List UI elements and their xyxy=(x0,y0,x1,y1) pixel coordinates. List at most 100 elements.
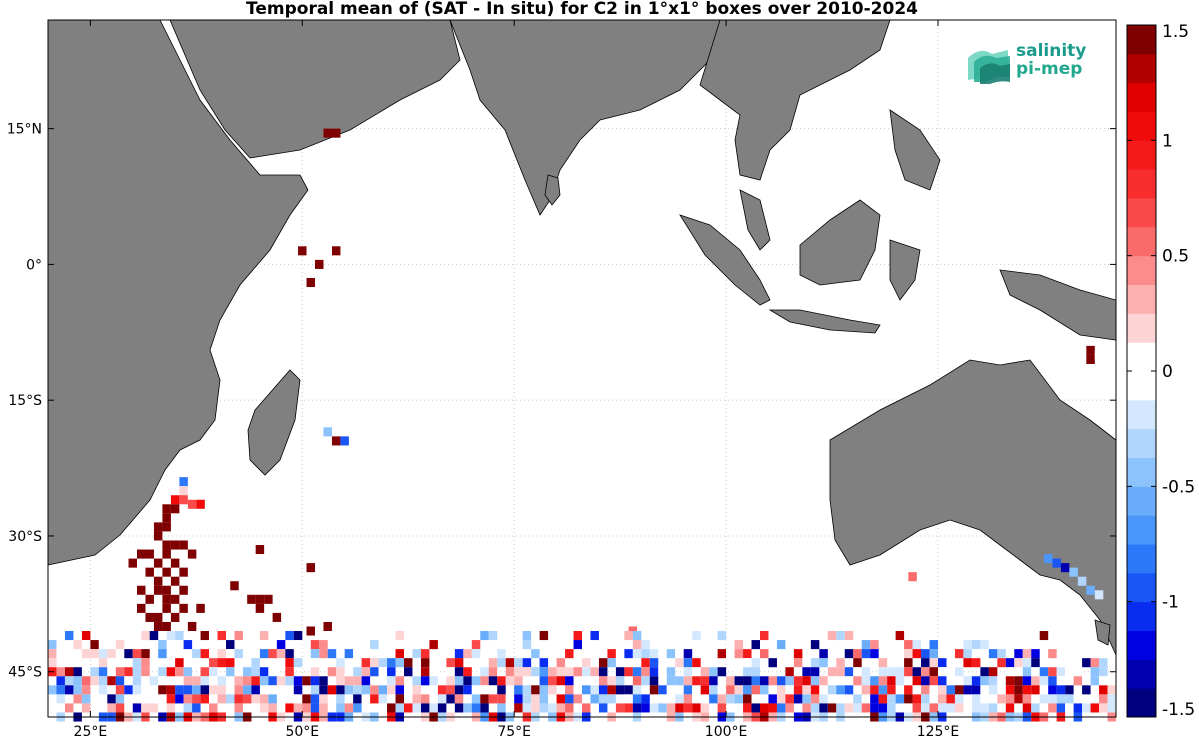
data-cell xyxy=(323,427,332,437)
band-cell xyxy=(514,667,523,677)
band-cell xyxy=(615,685,625,695)
band-cell xyxy=(531,703,540,713)
band-cell xyxy=(200,676,210,686)
band-cell xyxy=(853,694,862,704)
band-cell xyxy=(539,667,549,677)
band-cell xyxy=(743,658,752,668)
band-cell xyxy=(565,685,574,695)
band-cell xyxy=(598,703,608,713)
band-cell xyxy=(785,703,794,713)
band-cell xyxy=(175,658,184,668)
band-cell xyxy=(73,685,82,695)
band-cell xyxy=(734,667,744,677)
band-cell xyxy=(1073,703,1083,713)
band-cell xyxy=(412,703,421,713)
map-frame xyxy=(47,19,1117,718)
data-cell xyxy=(340,436,349,446)
band-cell xyxy=(268,694,277,704)
band-cell xyxy=(505,658,515,668)
band-cell xyxy=(836,658,845,668)
band-cell xyxy=(531,649,540,659)
band-cell xyxy=(658,667,667,677)
band-cell xyxy=(98,658,108,668)
band-cell xyxy=(810,676,820,686)
band-cell xyxy=(675,676,684,686)
band-cell xyxy=(878,703,888,713)
band-cell xyxy=(429,703,438,713)
band-cell xyxy=(870,685,879,695)
band-cell xyxy=(1090,676,1100,686)
y-axis-ticks: 15°N 0° 15°S 30°S 45°S xyxy=(7,122,1116,681)
logo-line2: pi-mep xyxy=(1016,59,1083,79)
band-cell xyxy=(73,640,82,650)
band-cell xyxy=(412,694,421,704)
x-tick-label: 25°E xyxy=(74,724,108,740)
band-cell xyxy=(904,694,913,704)
band-cell xyxy=(709,667,718,677)
band-cell xyxy=(141,667,150,677)
band-cell xyxy=(921,649,930,659)
band-cell xyxy=(726,685,735,695)
band-cell xyxy=(802,694,811,704)
band-cell xyxy=(488,658,498,668)
band-cell xyxy=(776,694,786,704)
band-cell xyxy=(141,676,150,686)
band-cell xyxy=(632,631,642,641)
band-cell xyxy=(81,649,91,659)
band-cell xyxy=(776,685,786,695)
band-cell xyxy=(1005,694,1015,704)
band-cell xyxy=(582,658,591,668)
band-cell xyxy=(700,676,710,686)
band-cell xyxy=(420,667,430,677)
band-cell xyxy=(404,703,413,713)
band-cell xyxy=(259,667,269,677)
colorbar xyxy=(1126,24,1157,718)
band-cell xyxy=(420,694,430,704)
band-cell xyxy=(1039,703,1049,713)
data-cell xyxy=(179,495,188,505)
band-cell xyxy=(378,685,388,695)
band-cell xyxy=(276,640,286,650)
band-cell xyxy=(1031,649,1040,659)
band-cell xyxy=(353,685,362,695)
band-cell xyxy=(810,694,820,704)
data-cell xyxy=(1086,585,1095,595)
band-cell xyxy=(717,694,727,704)
band-cell xyxy=(598,694,608,704)
band-cell xyxy=(963,640,972,650)
band-cell xyxy=(590,694,599,704)
band-cell xyxy=(463,694,472,704)
band-cell xyxy=(556,667,566,677)
band-cell xyxy=(158,640,167,650)
band-cell xyxy=(420,676,430,686)
colorbar-segment xyxy=(1127,25,1156,55)
band-cell xyxy=(878,658,888,668)
band-cell xyxy=(1014,676,1023,686)
band-cell xyxy=(776,703,786,713)
band-cell xyxy=(954,694,964,704)
band-cell xyxy=(344,649,354,659)
band-cell xyxy=(395,676,404,686)
band-cell xyxy=(878,676,888,686)
band-cell xyxy=(938,694,947,704)
band-cell xyxy=(683,667,693,677)
y-tick-label: 15°N xyxy=(7,122,42,138)
data-cell xyxy=(162,504,171,514)
band-cell xyxy=(802,703,811,713)
colorbar-tick-label: 1 xyxy=(1162,131,1173,151)
band-cell xyxy=(997,703,1006,713)
band-cell xyxy=(437,694,447,704)
band-cell xyxy=(692,703,701,713)
data-cell xyxy=(162,522,171,532)
land-sulawesi xyxy=(889,239,921,301)
band-cell xyxy=(870,676,879,686)
band-cell xyxy=(700,640,710,650)
band-cell xyxy=(844,703,854,713)
band-cell xyxy=(963,658,972,668)
band-cell xyxy=(641,658,650,668)
band-cell xyxy=(115,649,125,659)
band-cell xyxy=(124,685,133,695)
band-cell xyxy=(285,649,294,659)
band-cell xyxy=(675,649,684,659)
band-cell xyxy=(548,685,557,695)
